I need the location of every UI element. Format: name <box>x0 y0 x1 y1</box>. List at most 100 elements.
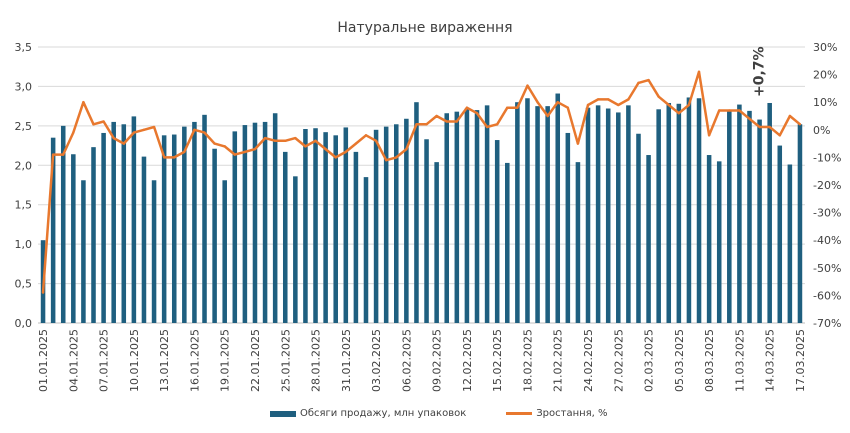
bar <box>767 102 772 323</box>
bar <box>363 177 369 323</box>
growth-point <box>263 136 267 140</box>
bar <box>242 125 248 323</box>
bar <box>575 162 581 323</box>
bar <box>595 105 601 324</box>
growth-point <box>617 103 620 107</box>
growth-point <box>546 114 549 118</box>
growth-point <box>324 147 327 151</box>
bar <box>434 162 439 323</box>
growth-point <box>556 101 559 104</box>
x-tick-label: 31.01.2025 <box>340 329 353 392</box>
bar <box>797 124 803 323</box>
growth-point <box>122 142 125 145</box>
x-tick-label: 25.01.2025 <box>279 329 292 392</box>
bar <box>464 108 470 323</box>
x-tick-label: 04.01.2025 <box>67 329 80 392</box>
y-right-tick-label: -50% <box>813 262 841 275</box>
growth-point <box>566 106 570 109</box>
bar <box>474 110 480 323</box>
y-left-tick-label: 2,0 <box>15 159 33 172</box>
growth-point <box>203 131 206 134</box>
x-tick-label: 07.01.2025 <box>98 329 111 392</box>
growth-point <box>41 291 45 294</box>
growth-point <box>173 156 176 159</box>
bar <box>272 113 278 324</box>
bar <box>393 124 399 323</box>
bar <box>424 139 429 323</box>
bar <box>161 135 167 323</box>
growth-point <box>748 117 751 120</box>
x-tick-label: 02.03.2025 <box>643 329 656 392</box>
growth-point <box>768 125 771 129</box>
bar <box>515 102 520 323</box>
x-tick-label: 11.03.2025 <box>733 329 746 392</box>
bar <box>151 180 157 323</box>
bar <box>282 151 288 323</box>
bar <box>444 113 450 324</box>
growth-point <box>778 134 781 137</box>
legend-item-line: Зростання, % <box>506 408 608 419</box>
bar <box>121 124 127 323</box>
growth-point <box>193 128 196 131</box>
y-left-tick-label: 1,0 <box>15 238 33 251</box>
legend-swatch-bar <box>270 410 296 417</box>
growth-point <box>152 125 156 129</box>
y-left-tick-label: 3,5 <box>15 41 33 54</box>
bar <box>666 102 672 323</box>
bar <box>636 133 641 323</box>
bar <box>171 134 177 323</box>
bar <box>212 148 217 323</box>
bar <box>747 110 752 323</box>
bar <box>565 132 571 323</box>
x-tick-label: 21.02.2025 <box>552 329 565 392</box>
growth-line <box>41 70 801 293</box>
y-left-tick-label: 0,0 <box>15 317 33 330</box>
x-tick-label: 09.02.2025 <box>431 329 444 392</box>
x-tick-label: 13.01.2025 <box>158 329 171 392</box>
bar <box>626 105 631 324</box>
bar <box>696 98 702 323</box>
y-right-tick-label: -40% <box>813 234 841 247</box>
x-tick-label: 10.01.2025 <box>128 329 141 392</box>
y-right-tick-label: 30% <box>813 41 837 54</box>
bar <box>414 102 419 323</box>
bar <box>293 176 298 323</box>
growth-point <box>718 109 721 112</box>
x-tick-label: 15.02.2025 <box>491 329 504 392</box>
y-right-tick-label: -20% <box>813 179 841 192</box>
growth-point <box>354 142 358 145</box>
x-tick-label: 16.01.2025 <box>188 329 201 392</box>
growth-point <box>677 112 681 115</box>
growth-point <box>92 123 95 126</box>
bar <box>716 161 722 323</box>
x-tick-label: 19.01.2025 <box>219 329 232 392</box>
bar <box>323 132 328 323</box>
growth-point <box>596 98 600 101</box>
bar <box>545 106 550 324</box>
bar <box>525 98 530 323</box>
y-left-tick-label: 3,0 <box>15 80 33 93</box>
growth-point <box>183 150 186 154</box>
growth-point <box>344 150 348 154</box>
bar <box>383 126 389 323</box>
growth-point <box>475 112 479 115</box>
legend-item-bar: Обсяги продажу, млн упаковок <box>270 408 466 419</box>
x-tick-label: 24.02.2025 <box>582 329 595 392</box>
bar <box>656 109 661 323</box>
x-tick-label: 12.02.2025 <box>461 329 474 392</box>
x-tick-label: 18.02.2025 <box>521 329 534 392</box>
bar <box>50 137 56 323</box>
bar <box>737 104 742 324</box>
y-left-tick-label: 1,5 <box>15 199 33 212</box>
growth-point <box>213 142 216 145</box>
bar <box>182 126 187 323</box>
growth-point <box>243 150 247 154</box>
growth-point <box>516 106 519 109</box>
growth-point <box>294 136 297 140</box>
y-right-tick-label: -60% <box>813 289 841 302</box>
y-right-tick-label: 20% <box>813 69 837 82</box>
bar <box>313 128 318 323</box>
bar <box>484 105 490 324</box>
chart-legend: Обсяги продажу, млн упаковок Зростання, … <box>270 408 648 419</box>
